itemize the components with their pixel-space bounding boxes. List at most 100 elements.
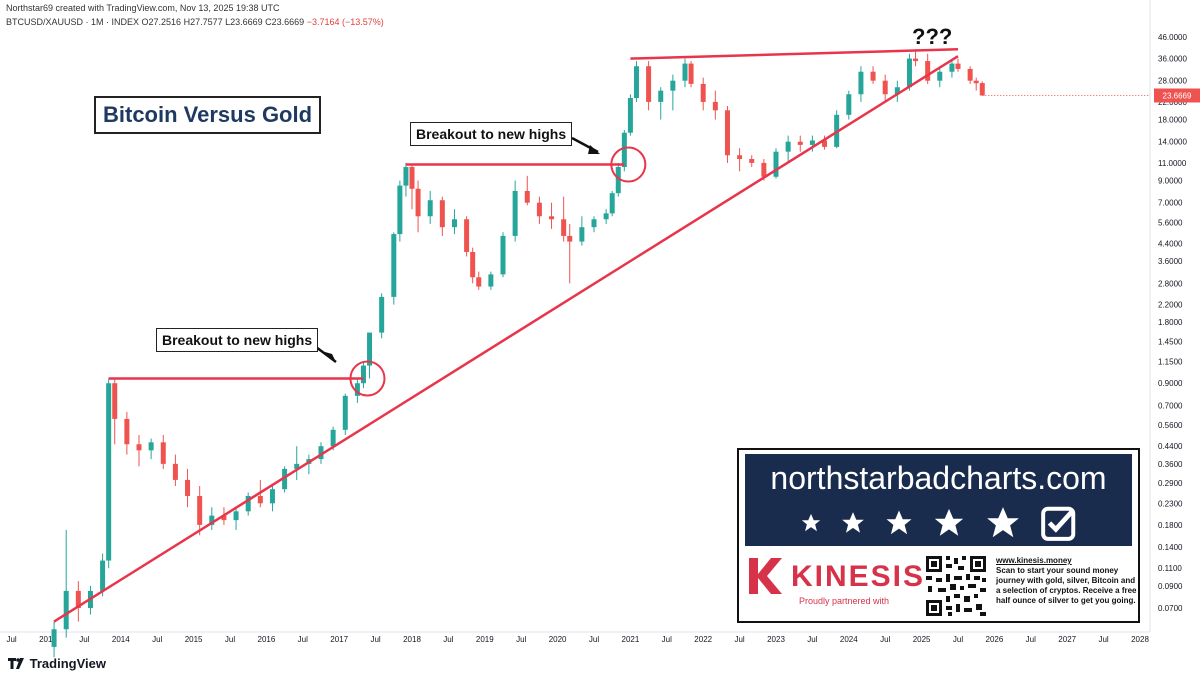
y-tick-label: 1.4500 xyxy=(1158,337,1183,346)
candle-body xyxy=(633,66,639,99)
candle-body xyxy=(360,365,366,384)
y-tick-label: 0.1400 xyxy=(1158,543,1183,552)
y-tick-label: 2.2000 xyxy=(1158,301,1183,310)
candle-body xyxy=(549,216,555,220)
x-tick-label: Jul xyxy=(152,635,162,644)
candle-body xyxy=(797,141,803,145)
x-tick-label: Jul xyxy=(880,635,890,644)
candle-body xyxy=(51,629,57,647)
star-icon xyxy=(841,512,864,533)
candle-body xyxy=(354,383,360,396)
candle-body xyxy=(773,151,779,177)
checkbox-icon xyxy=(1040,506,1075,541)
change-value: −3.7164 (−13.57%) xyxy=(306,17,384,27)
breakout-circle-1 xyxy=(349,360,386,397)
x-tick-label: 2018 xyxy=(403,635,421,644)
x-tick-label: 2022 xyxy=(694,635,712,644)
star-icon xyxy=(886,510,911,535)
candle-body xyxy=(269,489,275,504)
last-price-badge xyxy=(1154,88,1200,103)
x-tick-label: 2016 xyxy=(258,635,276,644)
candle-body xyxy=(409,167,415,189)
candle-body xyxy=(209,515,215,525)
x-tick-label: 2027 xyxy=(1058,635,1076,644)
y-tick-label: 9.0000 xyxy=(1158,177,1183,186)
candle-body xyxy=(603,213,609,220)
x-tick-label: 2017 xyxy=(330,635,348,644)
y-tick-label: 0.7000 xyxy=(1158,401,1183,410)
candle-body xyxy=(379,296,385,333)
x-tick-label: Jul xyxy=(516,635,526,644)
x-tick-label: 2024 xyxy=(840,635,858,644)
x-tick-label: Jul xyxy=(734,635,744,644)
candle-body xyxy=(294,463,300,469)
candle-body xyxy=(397,185,403,235)
y-tick-label: 0.1800 xyxy=(1158,521,1183,530)
candle-body xyxy=(439,200,445,228)
candle-body xyxy=(342,395,348,430)
advert-partner: Proudly partnered with xyxy=(799,596,890,606)
advert-site[interactable]: northstarbadcharts.com xyxy=(770,460,1107,496)
last-price-label: 23.6669 xyxy=(1163,91,1192,100)
x-tick-label: Jul xyxy=(953,635,963,644)
x-tick-label: Jul xyxy=(370,635,380,644)
candle-body xyxy=(172,463,178,480)
candle-body xyxy=(367,332,373,366)
candle-body xyxy=(979,83,985,96)
x-tick-label: 2025 xyxy=(913,635,931,644)
candle-body xyxy=(464,219,470,252)
candle-body xyxy=(967,68,973,81)
x-tick-label: 2028 xyxy=(1131,635,1149,644)
x-tick-label: Jul xyxy=(662,635,672,644)
candle-body xyxy=(724,110,730,156)
candle-body xyxy=(282,468,288,490)
candle-body xyxy=(567,235,573,242)
uptrend-line xyxy=(53,55,959,623)
candle-body xyxy=(906,58,912,88)
candle-body xyxy=(949,63,955,72)
candle-body xyxy=(415,188,421,217)
advert-panel[interactable]: northstarbadcharts.com KINESIS Proudly p… xyxy=(737,448,1140,623)
ohlc-values: O27.2516 H27.7577 L23.6669 C23.6669 xyxy=(141,17,305,27)
advert-banner[interactable]: northstarbadcharts.com xyxy=(745,454,1132,546)
x-tick-label: Jul xyxy=(6,635,16,644)
candle-body xyxy=(221,515,227,521)
breakout-arrow-2 xyxy=(588,145,600,154)
candle-body xyxy=(858,71,864,95)
candle-body xyxy=(524,190,530,203)
kinesis-logo-icon xyxy=(749,558,782,594)
candle-body xyxy=(846,94,852,115)
advert-url[interactable]: www.kinesis.money xyxy=(996,556,1072,565)
candle-body xyxy=(913,58,919,62)
x-tick-label: Jul xyxy=(807,635,817,644)
candle-body xyxy=(682,63,688,81)
tradingview-logo[interactable]: TradingView xyxy=(8,656,106,671)
candle-body xyxy=(894,87,900,95)
candle-body xyxy=(500,235,506,275)
symbol-label: BTCUSD/XAUUSD · 1M · INDEX xyxy=(6,17,140,27)
candle-body xyxy=(185,479,191,496)
candle-body xyxy=(785,141,791,152)
candle-body xyxy=(627,98,633,133)
y-tick-label: 0.2900 xyxy=(1158,479,1183,488)
candle-body xyxy=(512,190,518,236)
x-tick-label: 2020 xyxy=(549,635,567,644)
y-tick-label: 11.0000 xyxy=(1158,159,1187,168)
candle-body xyxy=(245,495,251,512)
candle-body xyxy=(609,193,615,214)
candle-body xyxy=(712,101,718,111)
candle-body xyxy=(621,132,627,168)
y-tick-label: 1.8000 xyxy=(1158,318,1183,327)
advert-text: www.kinesis.money Scan to start your sou… xyxy=(996,556,1138,606)
x-tick-label: 2026 xyxy=(986,635,1004,644)
y-tick-label: 7.0000 xyxy=(1158,199,1183,208)
candle-body xyxy=(822,140,828,147)
qr-code-icon[interactable] xyxy=(924,554,988,618)
y-tick-label: 4.4000 xyxy=(1158,240,1183,249)
y-tick-label: 36.0000 xyxy=(1158,55,1187,64)
y-tick-label: 2.8000 xyxy=(1158,279,1183,288)
candle-body xyxy=(100,560,106,591)
y-tick-label: 46.0000 xyxy=(1158,33,1187,42)
candle-body xyxy=(470,251,476,278)
